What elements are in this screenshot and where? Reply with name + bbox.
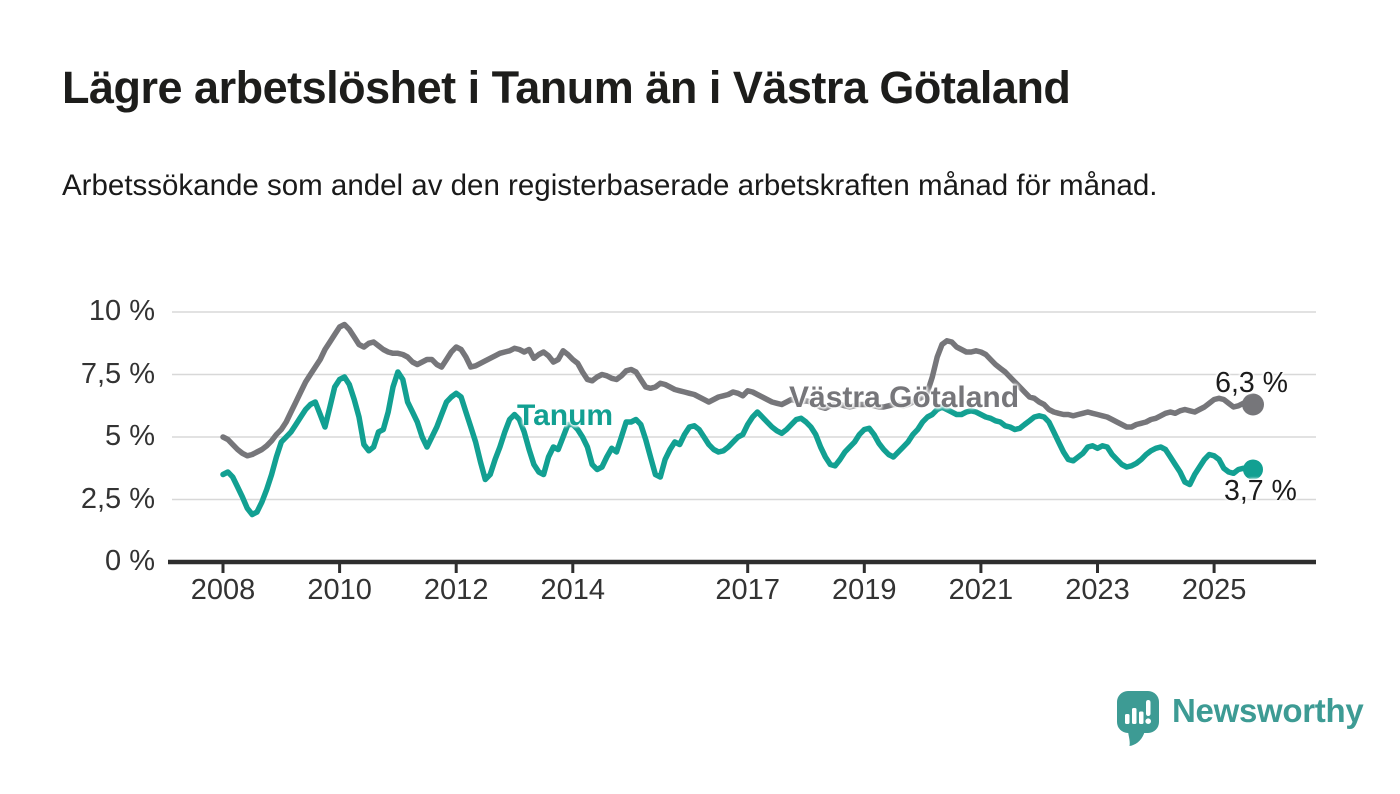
gridlines xyxy=(172,311,1316,501)
x-tick-label: 2012 xyxy=(423,574,489,606)
series-label-tanum: Tanum xyxy=(517,399,614,432)
y-tick-label: 0 % xyxy=(105,544,155,577)
y-tick-label: 5 % xyxy=(105,419,155,452)
x-axis xyxy=(168,559,1316,573)
newsworthy-wordmark: Newsworthy xyxy=(1172,692,1364,729)
x-tick-label: 2019 xyxy=(832,574,897,606)
y-tick-label: 10 % xyxy=(88,294,155,327)
x-tick-label: 2008 xyxy=(190,574,256,606)
newsworthy-logo-icon xyxy=(1117,691,1159,746)
x-tick-label: 2023 xyxy=(1065,574,1130,606)
series-lines xyxy=(220,321,1256,518)
series-label-vastra-gotaland: Västra Götaland xyxy=(789,381,1020,414)
x-tick-label: 2014 xyxy=(540,574,606,606)
line-vastra-gotaland xyxy=(220,321,1256,459)
series-end-dots xyxy=(1242,393,1264,480)
y-tick-label: 2,5 % xyxy=(80,482,155,515)
chart-subtitle: Arbetssökande som andel av den registerb… xyxy=(62,169,1158,202)
end-dot-tanum xyxy=(1243,459,1263,480)
end-value-vastra-gotaland: 6,3 % xyxy=(1215,367,1288,399)
x-tick-label: 2021 xyxy=(948,574,1014,606)
y-tick-label: 7,5 % xyxy=(80,357,155,390)
x-tick-label: 2010 xyxy=(307,574,372,606)
x-tick-label: 2017 xyxy=(715,574,780,606)
end-value-tanum: 3,7 % xyxy=(1224,475,1297,507)
x-tick-label: 2025 xyxy=(1181,574,1247,606)
end-dot-vastra-gotaland xyxy=(1242,393,1264,416)
line-tanum xyxy=(220,369,1256,518)
chart-title: Lägre arbetslöshet i Tanum än i Västra G… xyxy=(62,62,1071,113)
newsworthy-logo: Newsworthy xyxy=(1115,688,1364,750)
